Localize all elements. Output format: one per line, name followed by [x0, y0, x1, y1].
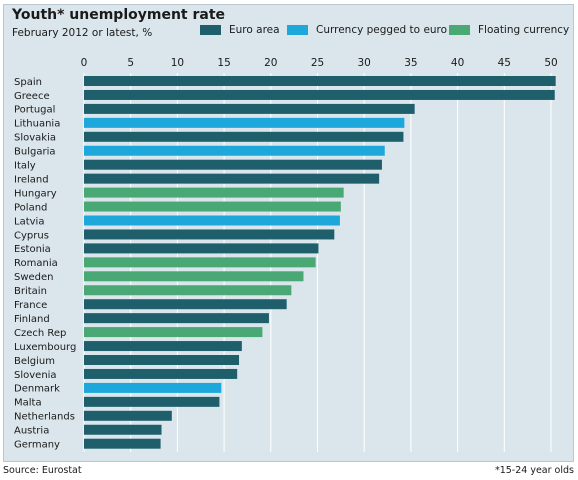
category-label: Spain	[14, 77, 42, 88]
bar	[84, 89, 555, 100]
category-label: Malta	[14, 398, 42, 409]
legend-swatch-currency-pegged	[287, 25, 308, 35]
category-label: Hungary	[14, 188, 57, 199]
category-label: Portugal	[14, 105, 55, 116]
x-tick-label: 25	[311, 57, 324, 69]
bar	[84, 438, 161, 449]
category-label: Finland	[14, 314, 50, 325]
bar	[84, 103, 415, 114]
category-label: Bulgaria	[14, 147, 55, 158]
bar	[84, 368, 238, 379]
x-tick-label: 30	[358, 57, 371, 69]
bar	[84, 145, 385, 156]
category-label: Slovenia	[14, 370, 57, 381]
bar	[84, 201, 341, 212]
x-tick-label: 40	[451, 57, 464, 69]
legend-swatch-floating-currency	[449, 25, 470, 35]
bar	[84, 187, 344, 198]
legend-label-floating-currency: Floating currency	[478, 24, 570, 36]
legend-item-currency-pegged: Currency pegged to euro	[287, 23, 447, 37]
x-tick-label: 50	[544, 57, 557, 69]
bar	[84, 131, 404, 142]
bar	[84, 159, 382, 170]
x-tick-label: 20	[264, 57, 277, 69]
bar	[84, 341, 242, 352]
source-note: Source: Eurostat	[3, 465, 82, 476]
bar	[84, 299, 287, 310]
category-label: France	[14, 300, 47, 311]
x-tick-label: 0	[81, 57, 88, 69]
bar	[84, 327, 263, 338]
x-tick-label: 35	[404, 57, 417, 69]
bar	[84, 313, 269, 324]
category-label: Lithuania	[14, 119, 60, 130]
bar	[84, 382, 222, 393]
legend-item-floating-currency: Floating currency	[449, 23, 569, 37]
category-label: Estonia	[14, 244, 51, 255]
x-tick-label: 15	[217, 57, 230, 69]
category-label: Greece	[14, 91, 50, 102]
bar	[84, 285, 292, 296]
category-label: Germany	[14, 440, 60, 451]
legend-label-currency-pegged: Currency pegged to euro	[316, 24, 448, 36]
chart-title: Youth* unemployment rate	[12, 7, 226, 23]
category-label: Luxembourg	[14, 342, 76, 353]
bar	[84, 424, 162, 435]
bar	[84, 271, 304, 282]
bar	[84, 257, 316, 268]
x-tick-label: 10	[171, 57, 184, 69]
bar	[84, 229, 335, 240]
bar	[84, 243, 319, 254]
category-label: Romania	[14, 258, 58, 269]
bar	[84, 355, 240, 365]
category-label: Britain	[14, 286, 47, 297]
legend-label-euro-area: Euro area	[229, 24, 280, 36]
category-label: Belgium	[14, 356, 55, 367]
category-label: Denmark	[14, 384, 60, 395]
category-label: Slovakia	[14, 133, 56, 144]
bar	[84, 410, 172, 421]
legend-swatch-euro-area	[200, 25, 221, 35]
category-label: Latvia	[14, 216, 44, 227]
x-tick-label: 45	[498, 57, 511, 69]
bar	[84, 215, 340, 226]
chart-subtitle: February 2012 or latest, %	[12, 27, 153, 39]
category-label: Netherlands	[14, 412, 75, 423]
category-label: Ireland	[14, 174, 49, 185]
category-label: Sweden	[14, 272, 54, 283]
category-label: Austria	[14, 426, 49, 437]
category-label: Poland	[14, 202, 47, 213]
x-tick-label: 5	[127, 57, 134, 69]
footnote: *15-24 year olds	[494, 465, 574, 476]
bar	[84, 173, 380, 184]
bar	[84, 76, 556, 86]
legend-item-euro-area: Euro area	[200, 23, 280, 37]
bar	[84, 117, 405, 128]
category-label: Italy	[14, 161, 36, 172]
category-label: Cyprus	[14, 230, 49, 241]
category-label: Czech Rep	[14, 328, 66, 339]
bar	[84, 396, 220, 407]
